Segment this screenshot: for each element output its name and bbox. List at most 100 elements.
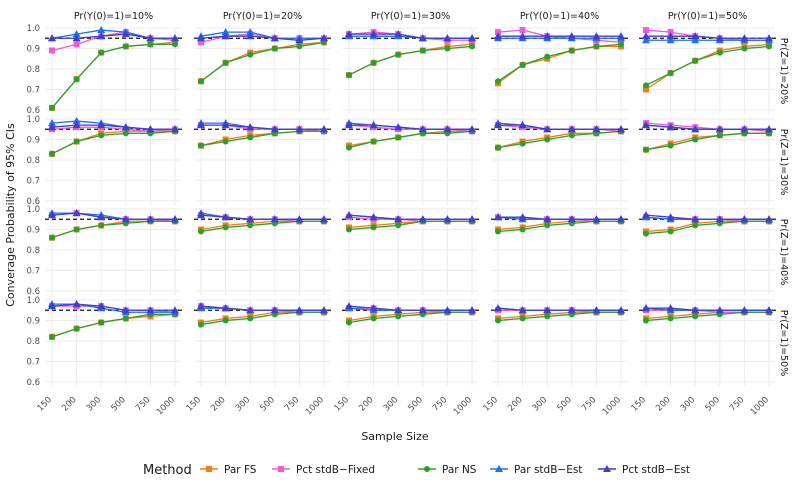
data-point bbox=[643, 146, 649, 153]
facet-row-label: Pr(Z=1)=40% bbox=[778, 219, 789, 285]
series-line bbox=[646, 35, 769, 39]
data-point bbox=[197, 121, 205, 129]
series-line bbox=[645, 220, 769, 235]
data-point bbox=[544, 313, 551, 320]
data-point bbox=[592, 306, 601, 314]
data-point bbox=[667, 142, 674, 149]
data-point bbox=[48, 302, 56, 310]
series-line bbox=[51, 43, 175, 109]
series-line bbox=[348, 43, 473, 76]
data-point bbox=[346, 72, 352, 79]
facet-column-label: Pr(Y(0)=1)=30% bbox=[371, 11, 450, 22]
data-point bbox=[765, 306, 773, 314]
data-point bbox=[296, 43, 303, 50]
data-point bbox=[692, 57, 699, 64]
legend-label: Par FS bbox=[224, 464, 257, 476]
x-tick-label: 200 bbox=[209, 395, 228, 414]
y-tick-label: 1.0 bbox=[26, 296, 40, 306]
legend-swatch-marker bbox=[495, 465, 503, 472]
data-point bbox=[320, 34, 328, 42]
x-tick-label: 200 bbox=[654, 395, 673, 414]
data-point bbox=[147, 41, 154, 48]
data-point bbox=[667, 29, 674, 36]
y-tick-label: 0.6 bbox=[26, 378, 40, 388]
data-point bbox=[740, 306, 749, 314]
data-point bbox=[72, 34, 81, 42]
data-point bbox=[715, 125, 724, 133]
data-point bbox=[369, 30, 378, 38]
data-point bbox=[666, 213, 675, 221]
data-point bbox=[48, 211, 56, 219]
data-point bbox=[543, 306, 552, 314]
data-point bbox=[643, 27, 649, 34]
x-tick-label: 150 bbox=[36, 395, 55, 414]
series-line bbox=[51, 313, 175, 338]
data-point bbox=[715, 34, 724, 42]
data-point bbox=[766, 43, 772, 50]
legend-label: Par stdB−Est bbox=[514, 464, 582, 476]
series-line bbox=[645, 220, 769, 233]
data-point bbox=[345, 302, 353, 310]
data-point bbox=[716, 49, 723, 56]
series-line bbox=[200, 31, 324, 39]
data-point bbox=[73, 76, 80, 83]
data-point bbox=[121, 215, 130, 223]
data-point bbox=[146, 306, 155, 314]
data-point bbox=[73, 138, 80, 145]
series-line bbox=[348, 130, 473, 149]
y-tick-label: 0.7 bbox=[26, 85, 40, 95]
x-tick-label: 500 bbox=[703, 395, 722, 414]
x-tick-label: 150 bbox=[482, 395, 501, 414]
x-tick-label: 750 bbox=[134, 395, 153, 414]
legend-swatch-marker bbox=[278, 466, 284, 472]
data-point bbox=[171, 125, 179, 133]
series-line bbox=[498, 216, 621, 220]
y-tick-label: 1.0 bbox=[26, 115, 40, 125]
data-point bbox=[198, 142, 204, 149]
data-point bbox=[48, 34, 56, 42]
data-point bbox=[568, 47, 575, 54]
data-point bbox=[146, 215, 155, 223]
data-point bbox=[543, 32, 552, 40]
data-point bbox=[247, 134, 254, 141]
y-tick-label: 0.7 bbox=[26, 176, 40, 186]
y-tick-label: 0.8 bbox=[26, 246, 40, 256]
data-point bbox=[121, 123, 130, 131]
data-point bbox=[72, 300, 81, 308]
data-point bbox=[691, 306, 700, 314]
data-point bbox=[49, 104, 55, 111]
data-point bbox=[592, 32, 601, 40]
data-point bbox=[221, 213, 230, 221]
data-point bbox=[494, 304, 502, 312]
data-point bbox=[246, 123, 255, 131]
data-point bbox=[246, 306, 255, 314]
data-point bbox=[543, 215, 552, 223]
data-point bbox=[495, 78, 501, 85]
data-point bbox=[567, 32, 576, 40]
x-tick-label: 500 bbox=[109, 395, 128, 414]
series-line bbox=[200, 214, 324, 220]
data-point bbox=[666, 36, 675, 44]
series-line bbox=[51, 313, 176, 338]
x-axis-title: Sample Size bbox=[361, 430, 429, 443]
data-point bbox=[666, 304, 675, 312]
data-point bbox=[98, 132, 105, 139]
data-point bbox=[468, 215, 476, 223]
data-point bbox=[270, 215, 279, 223]
data-point bbox=[716, 132, 723, 139]
data-point bbox=[171, 215, 179, 223]
data-point bbox=[642, 36, 650, 44]
series-line bbox=[200, 220, 324, 233]
x-tick-label: 750 bbox=[431, 395, 450, 414]
y-tick-label: 0.8 bbox=[26, 337, 40, 347]
data-point bbox=[122, 43, 129, 50]
data-point bbox=[643, 317, 649, 324]
data-point bbox=[518, 213, 527, 221]
data-point bbox=[49, 333, 55, 340]
x-tick-label: 500 bbox=[406, 395, 425, 414]
data-point bbox=[197, 211, 205, 219]
data-point bbox=[617, 32, 625, 40]
y-tick-label: 0.9 bbox=[26, 44, 40, 54]
